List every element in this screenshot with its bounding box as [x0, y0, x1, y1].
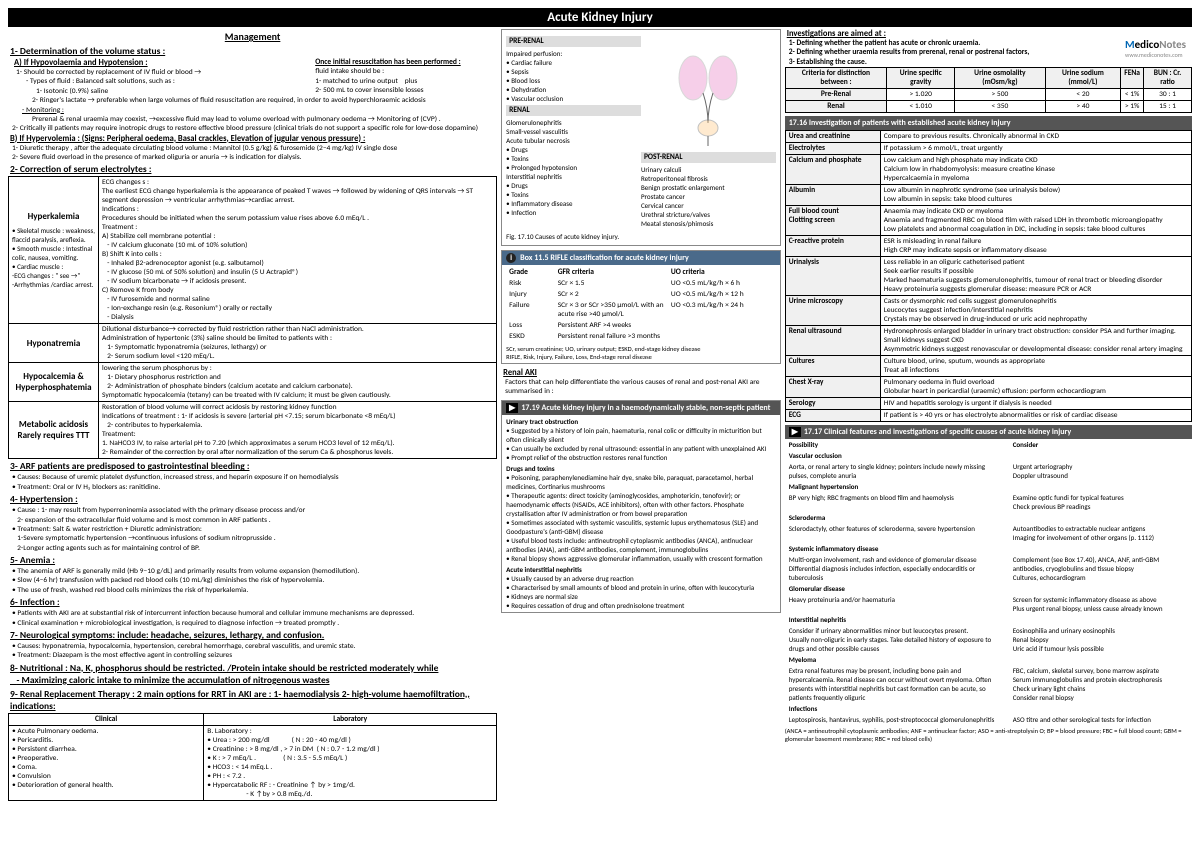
sec8-head: 8- Nutritional : Na, K, phosphorus shoul… — [8, 661, 497, 687]
rifle-box: iBox 11.5 RIFLE classification for acute… — [501, 250, 781, 364]
hypon-body: Dilutional disturbance→ corrected by flu… — [99, 324, 497, 363]
b-head: B) If Hypervolemia : (Signs: Peripheral … — [8, 134, 497, 144]
b2: 2- Severe fluid overload in the presence… — [8, 153, 497, 162]
hypon-title: Hyponatremia — [9, 324, 99, 363]
inv-title: 17.16 Investigation of patients with est… — [785, 116, 1192, 130]
renal-aki-b: Factors that can help differentiate the … — [501, 378, 781, 397]
logo: MedicoNoteswww.mediconotes.com — [1125, 38, 1186, 59]
a2: 2- Critically ill patients may require i… — [8, 124, 497, 133]
criteria-table: Criteria for distinction between :Urine … — [785, 67, 1192, 113]
box1719: ▶17.19 Acute kidney injury in a haemodyn… — [501, 400, 781, 613]
once-head: Once initial resuscitation has been perf… — [311, 58, 493, 67]
sec7-b: • Causes: hyponatremia, hypocalcemia, hy… — [8, 642, 497, 661]
rrt-lab: B. Laboratory : • Urea : > 200 mg/dl ( N… — [204, 725, 497, 800]
sec3-head: 3- ARF patients are predisposed to gastr… — [8, 459, 497, 473]
postrenal-h: POST-RENAL — [641, 152, 776, 163]
sec6-head: 6- Infection : — [8, 595, 497, 609]
page-title: Acute Kidney Injury — [8, 8, 1192, 27]
box1719-uto-h: Urinary tract obstruction — [506, 417, 776, 426]
b1: 1- Diuretic therapy , after the adequate… — [8, 144, 497, 153]
clinfeat-title: ▶17.17 Clinical features and investigati… — [785, 425, 1192, 439]
investigation-table: Urea and creatinineCompare to previous r… — [785, 130, 1192, 422]
rrt-lab-h: Laboratory — [204, 713, 497, 725]
hyperk-left: • Skeletal muscle : weakness, flaccid pa… — [12, 226, 95, 289]
sec2-head: 2- Correction of serum electrolytes : — [8, 162, 497, 176]
rifle-title: iBox 11.5 RIFLE classification for acute… — [502, 251, 780, 265]
sec4-head: 4- Hypertension : — [8, 492, 497, 506]
sec6-b: • Patients with AKI are at substantial r… — [8, 609, 497, 628]
hyperk-title: Hyperkalemia• Skeletal muscle : weakness… — [9, 177, 99, 324]
hyperk-body: ECG changes s : The earliest ECG change … — [99, 177, 497, 324]
a1-mon: - Monitoring : — [18, 106, 497, 115]
box1719-dt-h: Drugs and toxins — [506, 464, 776, 473]
a1-types: - Types of fluid : Balanced salt solutio… — [22, 77, 303, 86]
box1719-h: ▶17.19 Acute kidney injury in a haemodyn… — [502, 401, 780, 415]
sec3-c: • Causes: Because of uremic platelet dys… — [8, 473, 497, 482]
rrt-clin: • Acute Pulmonary oedema. • Pericarditis… — [9, 725, 204, 800]
sec5-head: 5- Anemia : — [8, 553, 497, 567]
hypoc-title: Hypocalcemia & Hyperphosphatemia — [9, 363, 99, 402]
box1719-dt: • Poisoning, paraphenylenediamine hair d… — [506, 473, 776, 563]
electrolyte-table: Hyperkalemia• Skeletal muscle : weakness… — [8, 176, 497, 459]
once-body: fluid intake should be : 1- matched to u… — [311, 67, 493, 95]
kidney-caption: Fig. 17.10 Causes of acute kidney injury… — [506, 232, 776, 241]
clinfeat-table: PossibilityConsiderVascular occlusionAor… — [785, 439, 1192, 725]
logo-m: M — [1125, 38, 1135, 51]
sec5-b: • The anemia of ARF is generally mild (H… — [8, 567, 497, 595]
sec3-t: • Treatment: Oral or IV H₂ blockers as: … — [8, 483, 497, 492]
kidney-icon — [668, 38, 748, 148]
renal-b: Glomerulonephritis Small-vessel vasculit… — [506, 118, 641, 217]
sec4-t: • Treatment: Salt & water restriction + … — [8, 525, 497, 553]
box1719-ain: • Usually caused by an adverse drug reac… — [506, 574, 776, 610]
rifle-table: GradeGFR criteriaUO criteriaRiskSCr × 1.… — [506, 267, 776, 342]
renal-h: RENAL — [506, 105, 641, 116]
prerenal-h: PRE-RENAL — [506, 36, 641, 47]
prerenal-b: Impaired perfusion: • Cardiac failure • … — [506, 49, 641, 103]
a1-mon-t: Prerenal & renal uraemia may coexist, →e… — [28, 115, 497, 124]
rrt-table: ClinicalLaboratory • Acute Pulmonary oed… — [8, 713, 497, 801]
a1-t2: 2- Ringer's lactate → preferable when la… — [28, 96, 497, 105]
sec9-head: 9- Renal Replacement Therapy : 2 main op… — [8, 687, 497, 713]
kidney-causes-box: PRE-RENAL Impaired perfusion: • Cardiac … — [501, 29, 781, 246]
management-heading: Management — [8, 29, 497, 44]
logo-url: www.mediconotes.com — [1125, 51, 1186, 59]
box1719-ain-h: Acute interstitial nephritis — [506, 565, 776, 574]
a-head: A) If Hypovolaemia and Hypotension : — [12, 58, 303, 68]
rifle-foot: SCr, serum creatinine; UO, urinary outpu… — [506, 345, 776, 361]
metab-body: Restoration of blood volume will correct… — [99, 402, 497, 459]
logo-text1: edico — [1135, 38, 1160, 51]
metab-title: Metabolic acidosis Rarely requires TTT — [9, 402, 99, 459]
a1-t1: 1- Isotonic (0.9%) saline — [32, 87, 303, 96]
renal-aki-h: Renal AKI — [501, 368, 781, 378]
sec7-head: 7- Neurological symptoms: include: heada… — [8, 628, 497, 642]
box1719-uto: • Suggested by a history of loin pain, h… — [506, 426, 776, 462]
sec4-c: • Cause : 1- may result from hyperrenine… — [8, 506, 497, 525]
clinfeat-foot: (ANCA = antineutrophil cytoplasmic antib… — [785, 727, 1192, 743]
hypoc-body: lowering the serum phosphorus by : 1- Di… — [99, 363, 497, 402]
a1: 1- Should be corrected by replacement of… — [12, 68, 303, 77]
postrenal-b: Urinary calculi Retroperitoneal fibrosis… — [641, 165, 776, 228]
logo-text2: Notes — [1159, 38, 1186, 51]
sec1-head: 1- Determination of the volume status : — [8, 44, 497, 58]
rrt-clin-h: Clinical — [9, 713, 204, 725]
